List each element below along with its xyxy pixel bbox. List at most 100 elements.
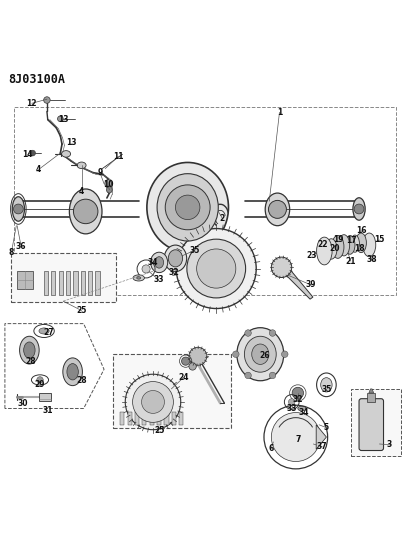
Bar xyxy=(157,412,161,425)
Bar xyxy=(17,271,33,288)
Text: 29: 29 xyxy=(35,381,45,389)
Ellipse shape xyxy=(252,344,269,365)
Circle shape xyxy=(133,382,173,422)
Ellipse shape xyxy=(63,358,82,386)
Bar xyxy=(51,271,55,295)
Circle shape xyxy=(189,348,207,365)
Circle shape xyxy=(58,116,63,122)
FancyBboxPatch shape xyxy=(351,389,401,456)
Ellipse shape xyxy=(69,189,102,234)
Text: 2: 2 xyxy=(220,214,225,223)
Ellipse shape xyxy=(147,163,228,252)
Text: 25: 25 xyxy=(154,426,164,435)
Circle shape xyxy=(245,330,251,336)
Text: 13: 13 xyxy=(58,115,69,124)
Ellipse shape xyxy=(298,406,306,411)
Circle shape xyxy=(245,372,251,378)
Ellipse shape xyxy=(137,277,141,279)
Text: 12: 12 xyxy=(27,99,37,108)
Circle shape xyxy=(233,351,239,358)
Ellipse shape xyxy=(62,151,71,157)
Text: 26: 26 xyxy=(259,351,270,360)
Text: 8: 8 xyxy=(9,248,14,257)
Bar xyxy=(44,271,48,295)
Text: 8J03100A: 8J03100A xyxy=(8,72,65,86)
Ellipse shape xyxy=(77,162,86,168)
Text: 24: 24 xyxy=(178,373,189,382)
Bar xyxy=(367,393,375,402)
FancyBboxPatch shape xyxy=(113,354,231,429)
Circle shape xyxy=(182,357,190,365)
Circle shape xyxy=(176,229,256,309)
Circle shape xyxy=(189,363,196,370)
Text: 10: 10 xyxy=(103,180,113,189)
Ellipse shape xyxy=(244,336,276,372)
Bar xyxy=(142,412,146,425)
Circle shape xyxy=(125,374,181,430)
Circle shape xyxy=(269,330,276,336)
Bar xyxy=(179,412,183,425)
Text: 34: 34 xyxy=(148,258,158,267)
Text: 31: 31 xyxy=(43,406,53,415)
Circle shape xyxy=(175,195,200,220)
Bar xyxy=(66,271,70,295)
Ellipse shape xyxy=(133,275,144,281)
Text: 33: 33 xyxy=(153,275,164,284)
Text: 16: 16 xyxy=(356,226,366,235)
Ellipse shape xyxy=(151,252,168,272)
Text: 13: 13 xyxy=(66,138,77,147)
Bar xyxy=(128,412,132,425)
Circle shape xyxy=(197,249,236,288)
Text: 21: 21 xyxy=(346,257,356,265)
Text: 28: 28 xyxy=(25,357,36,366)
Circle shape xyxy=(13,204,23,214)
Ellipse shape xyxy=(338,235,350,256)
Ellipse shape xyxy=(24,342,35,358)
Ellipse shape xyxy=(321,378,332,392)
Ellipse shape xyxy=(12,197,24,221)
Ellipse shape xyxy=(345,236,355,254)
Ellipse shape xyxy=(67,364,78,380)
Ellipse shape xyxy=(106,187,112,193)
Bar xyxy=(88,271,92,295)
Text: 30: 30 xyxy=(17,400,28,408)
Ellipse shape xyxy=(326,239,337,259)
Circle shape xyxy=(269,372,276,378)
Text: 33: 33 xyxy=(286,404,297,413)
Ellipse shape xyxy=(356,233,366,253)
Polygon shape xyxy=(279,265,313,299)
Circle shape xyxy=(73,199,98,224)
Text: 32: 32 xyxy=(293,395,303,405)
Circle shape xyxy=(165,185,210,230)
Text: 9: 9 xyxy=(98,168,102,177)
Text: 7: 7 xyxy=(295,435,301,445)
Circle shape xyxy=(187,239,246,298)
Text: 32: 32 xyxy=(168,268,179,277)
Text: 5: 5 xyxy=(324,423,329,432)
Text: 39: 39 xyxy=(306,280,316,289)
Ellipse shape xyxy=(157,174,218,241)
Bar xyxy=(39,393,51,401)
Ellipse shape xyxy=(332,236,344,259)
Ellipse shape xyxy=(39,328,49,334)
FancyBboxPatch shape xyxy=(11,254,116,302)
Polygon shape xyxy=(316,425,326,449)
Circle shape xyxy=(288,399,295,405)
Ellipse shape xyxy=(169,250,182,267)
Circle shape xyxy=(142,391,164,414)
Ellipse shape xyxy=(317,237,332,265)
Ellipse shape xyxy=(350,235,359,252)
Text: 27: 27 xyxy=(44,328,54,337)
Bar xyxy=(164,412,169,425)
Text: 25: 25 xyxy=(76,306,87,315)
Circle shape xyxy=(271,413,320,462)
Text: 37: 37 xyxy=(317,442,328,451)
Ellipse shape xyxy=(237,328,284,381)
Text: 14: 14 xyxy=(22,150,33,159)
Text: 6: 6 xyxy=(269,443,274,453)
Polygon shape xyxy=(369,389,374,393)
Text: 22: 22 xyxy=(317,239,328,248)
Ellipse shape xyxy=(105,180,111,188)
Ellipse shape xyxy=(20,336,39,364)
Bar xyxy=(73,271,78,295)
